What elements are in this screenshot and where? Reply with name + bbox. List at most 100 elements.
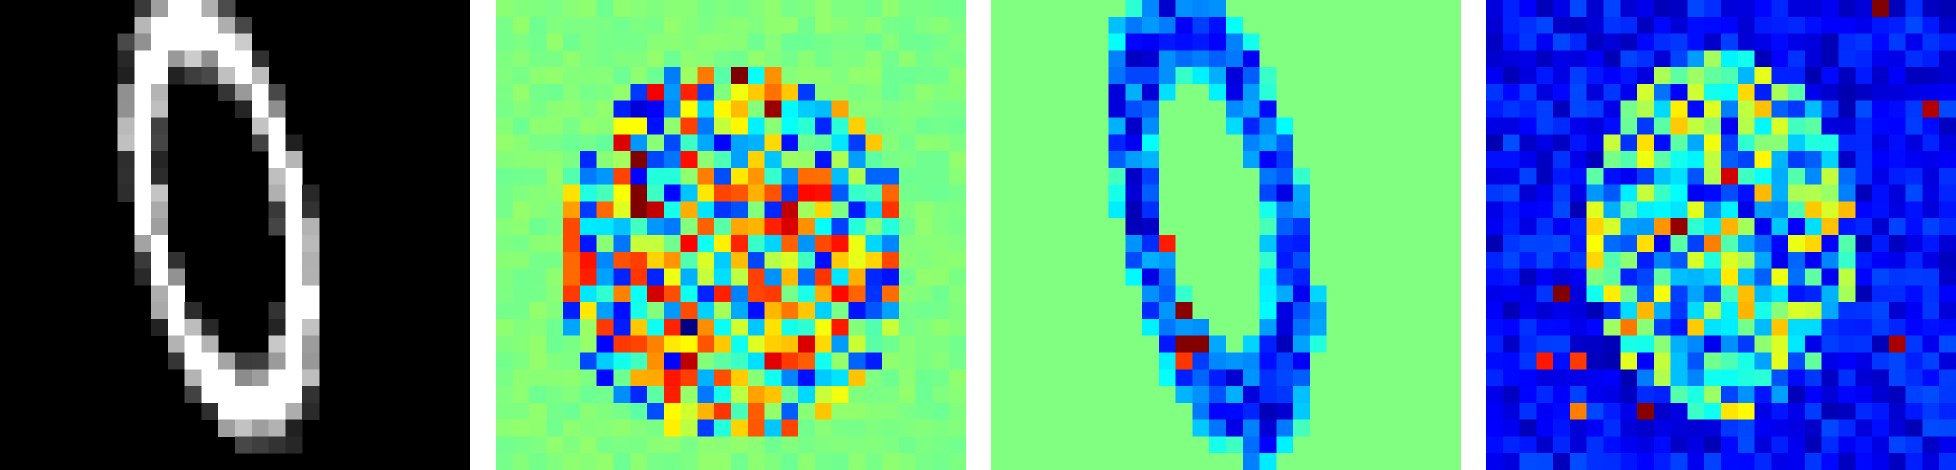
pixel xyxy=(1142,33,1160,51)
pixel xyxy=(1704,386,1722,404)
pixel xyxy=(1553,100,1571,118)
pixel xyxy=(680,117,698,135)
pixel xyxy=(1326,402,1344,420)
pixel xyxy=(251,402,269,420)
pixel xyxy=(714,134,732,152)
pixel xyxy=(496,402,514,420)
pixel xyxy=(1922,117,1940,135)
pixel xyxy=(915,117,933,135)
pixel xyxy=(882,453,900,470)
pixel xyxy=(764,134,782,152)
pixel xyxy=(285,268,303,286)
pixel xyxy=(1653,117,1671,135)
pixel xyxy=(1091,402,1109,420)
pixel xyxy=(1754,0,1772,18)
pixel xyxy=(1888,67,1906,85)
pixel xyxy=(613,151,631,169)
pixel xyxy=(1519,436,1537,454)
pixel xyxy=(697,436,715,454)
pixel xyxy=(1209,201,1227,219)
pixel xyxy=(1175,268,1193,286)
pixel xyxy=(1192,184,1210,202)
pixel xyxy=(1737,402,1755,420)
pixel xyxy=(1888,419,1906,437)
pixel xyxy=(1922,318,1940,337)
pixel xyxy=(831,369,849,387)
pixel xyxy=(814,134,833,152)
pixel xyxy=(1427,201,1445,219)
pixel xyxy=(1771,302,1789,320)
pixel xyxy=(546,285,564,303)
pixel xyxy=(915,302,933,320)
pixel xyxy=(1242,100,1260,118)
pixel xyxy=(496,134,514,152)
pixel xyxy=(1326,167,1344,185)
pixel xyxy=(1276,402,1294,420)
pixel xyxy=(1142,268,1160,286)
pixel xyxy=(798,117,816,135)
pixel xyxy=(1788,251,1806,269)
pixel xyxy=(1293,151,1311,169)
pixel xyxy=(1637,352,1655,370)
pixel xyxy=(1242,369,1260,387)
pixel xyxy=(285,419,303,437)
pixel xyxy=(285,167,303,185)
pixel xyxy=(1687,268,1705,286)
pixel xyxy=(1855,167,1873,185)
pixel xyxy=(781,402,799,420)
pixel xyxy=(630,335,648,353)
pixel xyxy=(1486,0,1504,18)
pixel xyxy=(1704,251,1722,269)
pixel xyxy=(496,302,514,320)
pixel xyxy=(630,352,648,370)
pixel xyxy=(1603,117,1621,135)
pixel xyxy=(781,285,799,303)
pixel xyxy=(134,134,152,152)
pixel xyxy=(117,50,135,68)
pixel xyxy=(1788,83,1806,102)
pixel xyxy=(991,285,1009,303)
pixel xyxy=(814,335,833,353)
pixel xyxy=(613,419,631,437)
pixel xyxy=(798,218,816,236)
pixel xyxy=(747,419,765,437)
pixel xyxy=(1771,67,1789,85)
pixel xyxy=(764,302,782,320)
pixel xyxy=(1804,235,1823,253)
pixel xyxy=(1586,218,1604,236)
pixel xyxy=(1687,16,1705,34)
pixel xyxy=(731,318,749,337)
pixel xyxy=(1737,235,1755,253)
pixel xyxy=(1603,335,1621,353)
pixel xyxy=(235,402,253,420)
pixel xyxy=(764,352,782,370)
pixel xyxy=(1326,117,1344,135)
pixel xyxy=(1360,285,1378,303)
pixel xyxy=(1393,419,1411,437)
pixel xyxy=(1519,268,1537,286)
pixel xyxy=(949,386,966,404)
pixel xyxy=(1637,235,1655,253)
pixel xyxy=(1074,67,1093,85)
pixel xyxy=(1024,436,1042,454)
pixel xyxy=(915,83,933,102)
pixel xyxy=(1905,33,1923,51)
pixel xyxy=(1024,201,1042,219)
pixel xyxy=(1158,369,1176,387)
pixel xyxy=(1041,386,1059,404)
pixel xyxy=(1653,436,1671,454)
pixel xyxy=(1586,419,1604,437)
pixel xyxy=(1838,33,1856,51)
pixel xyxy=(1939,302,1956,320)
pixel xyxy=(1058,268,1076,286)
pixel xyxy=(1905,184,1923,202)
pixel xyxy=(814,218,833,236)
pixel xyxy=(579,268,598,286)
pixel xyxy=(1637,151,1655,169)
pixel xyxy=(1620,402,1638,420)
pixel xyxy=(798,369,816,387)
pixel xyxy=(680,268,698,286)
pixel xyxy=(117,100,135,118)
pixel xyxy=(991,134,1009,152)
pixel xyxy=(1410,453,1428,470)
